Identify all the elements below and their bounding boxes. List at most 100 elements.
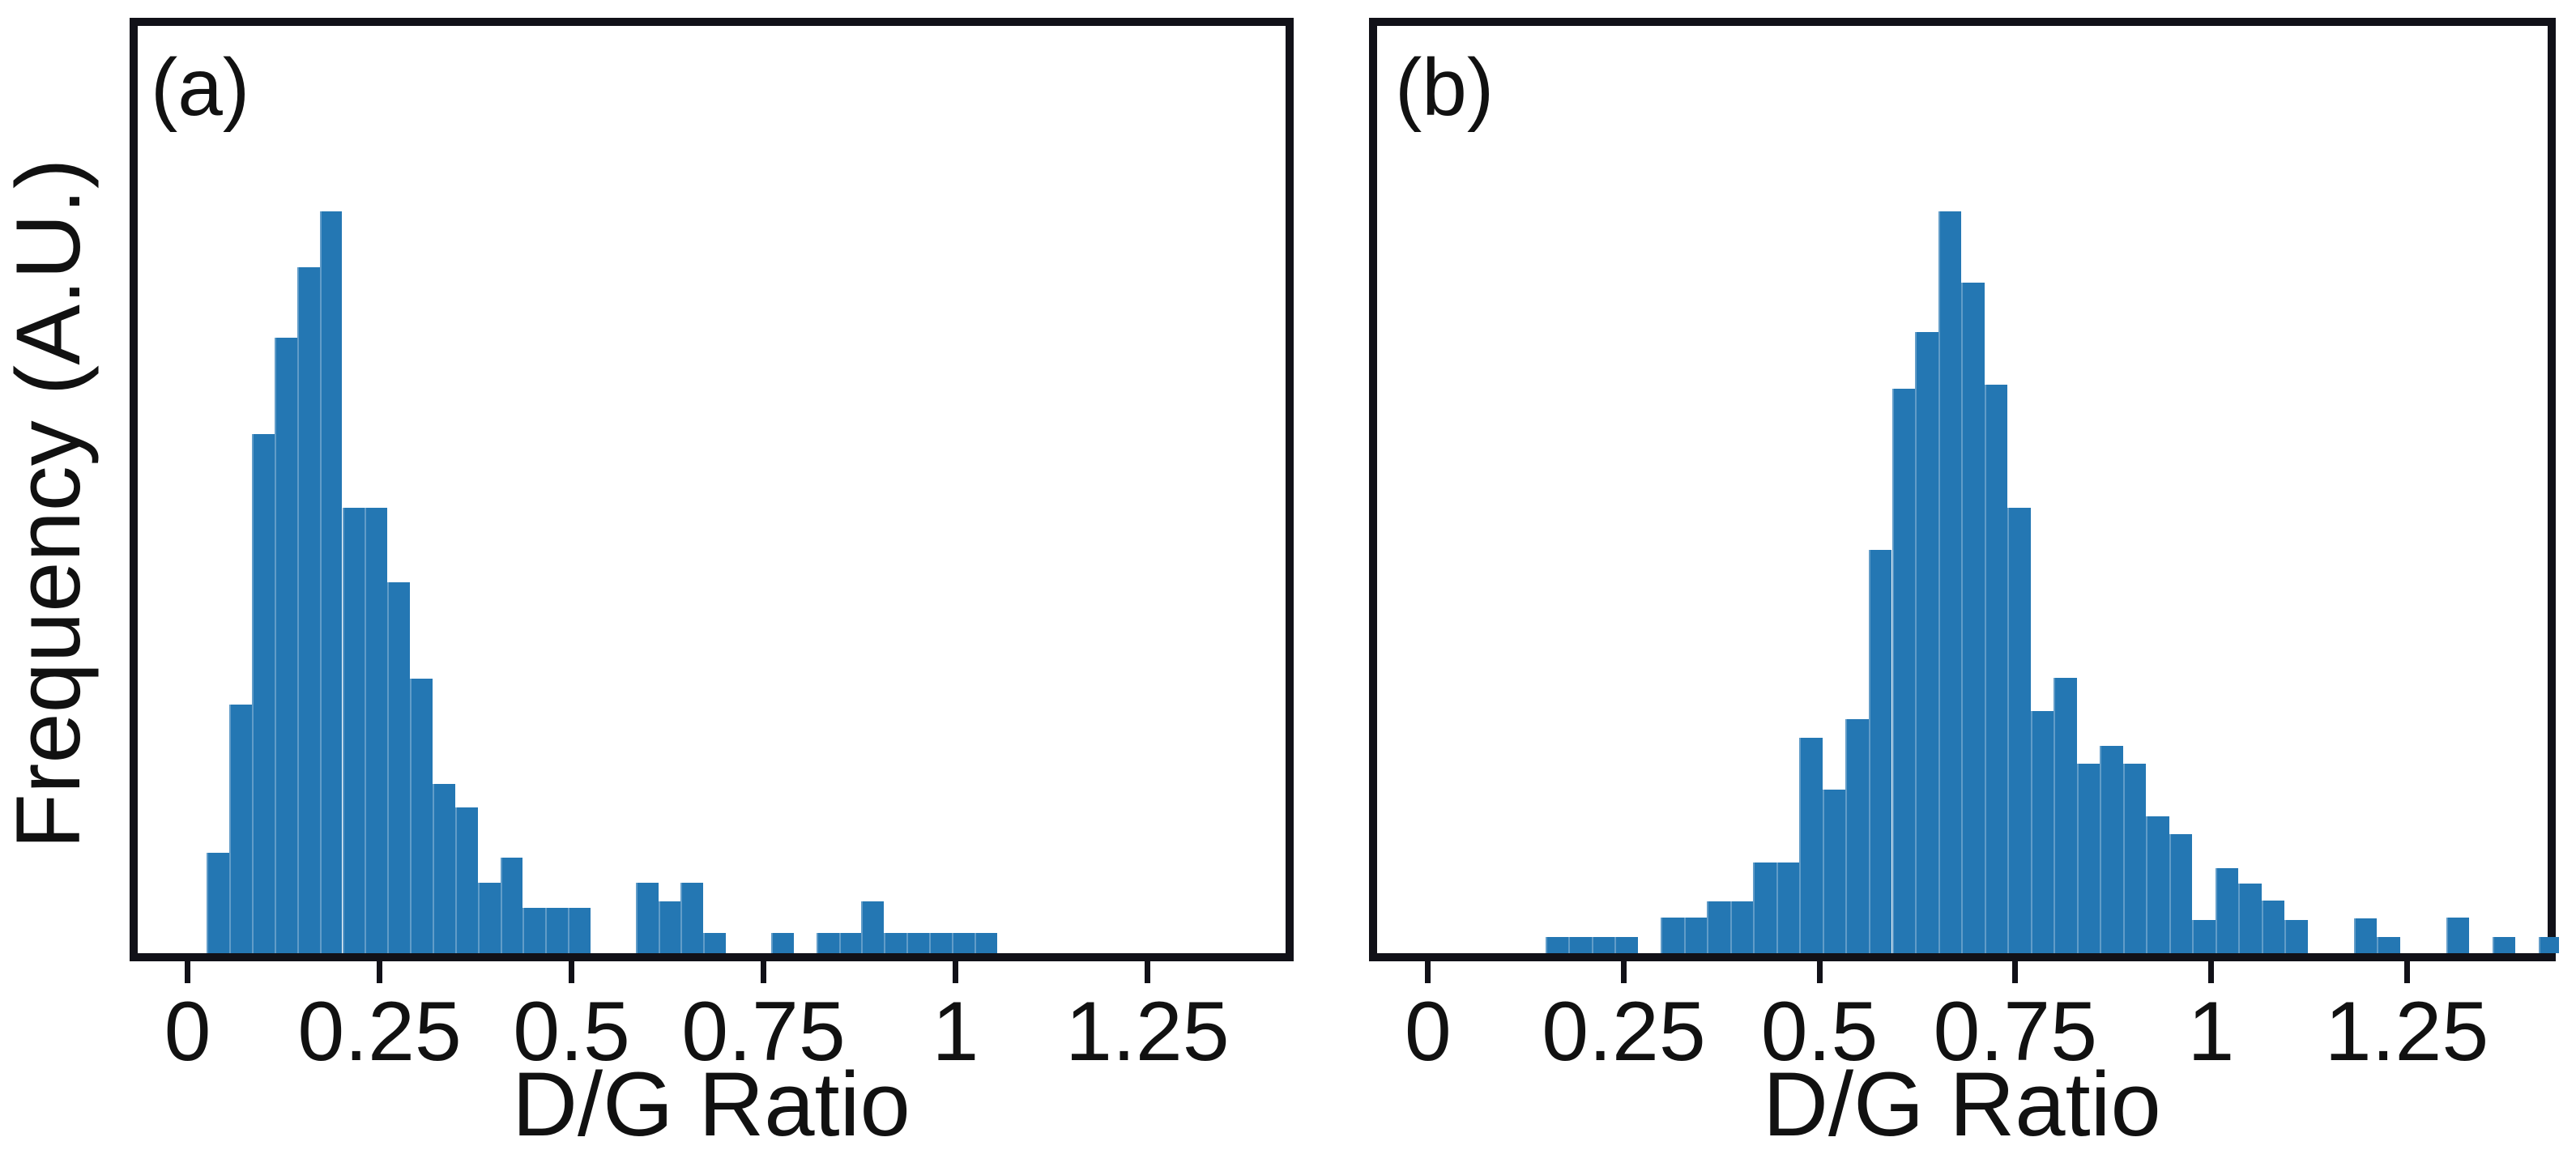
histogram-bar [884,933,907,953]
x-tick-label: 0.5 [1760,985,1879,1079]
histogram-bar [2146,816,2169,953]
x-tick-label: 0 [1404,985,1452,1079]
histogram-bar [522,908,546,953]
histogram-bar [2492,936,2516,953]
histogram-bar [2007,508,2031,953]
panel-b-bars [1377,26,2560,953]
histogram-bar [1984,385,2008,953]
histogram-bar [1822,790,1846,953]
panel-a-bars [138,26,1286,953]
panel-b-label: (b) [1395,42,1495,133]
histogram-bar [929,933,952,953]
histogram-bar [568,908,591,953]
histogram-bar [816,933,839,953]
x-tick-label: 0.25 [1542,985,1706,1079]
histogram-bar [1915,332,1938,953]
histogram-bar [2377,936,2400,953]
histogram-bar [2261,900,2285,953]
histogram-bar [274,337,297,953]
histogram-bar [2169,833,2193,953]
histogram-bar [974,933,997,953]
x-tick-label: 1 [2187,985,2235,1079]
panel-a-plot-area [130,18,1294,961]
x-tick-label: 0.5 [513,985,630,1079]
histogram-bar [1591,936,1615,953]
histogram-bar [2030,711,2054,953]
histogram-bar [1683,918,1708,953]
x-tick-mark [2403,961,2410,983]
panel-b-x-axis-label: D/G Ratio [1763,1054,2161,1150]
histogram-bar [1961,282,1985,953]
x-tick-mark [1620,961,1627,983]
histogram-bar [545,908,569,953]
histogram-bar [410,679,433,953]
panel-a-x-axis-label: D/G Ratio [512,1054,911,1150]
histogram-bar [252,433,275,953]
histogram-bar [2122,764,2147,953]
histogram-bar [906,933,929,953]
x-tick-label: 0.75 [1933,985,2097,1079]
x-tick-label: 0.75 [681,985,846,1079]
histogram-bar [477,882,501,953]
histogram-bar [1868,549,1892,953]
x-tick-label: 1.25 [1065,985,1230,1079]
histogram-bar [2192,919,2216,953]
histogram-bar [1776,862,1800,953]
histogram-bar [365,508,388,953]
x-tick-mark [377,961,383,983]
x-tick-label: 0.25 [297,985,462,1079]
x-tick-mark [2207,961,2214,983]
panel-a-label: (a) [151,42,250,133]
x-tick-label: 0 [164,985,211,1079]
histogram-bar [703,933,727,953]
histogram-bar [1729,901,1754,953]
x-tick-label: 1.25 [2324,985,2489,1079]
histogram-bar [1661,918,1684,953]
histogram-bar [387,582,411,953]
histogram-bar [1891,388,1915,953]
x-tick-mark [1816,961,1823,983]
histogram-bar [1799,738,1823,953]
histogram-bar [454,807,478,953]
x-tick-mark [1144,961,1150,983]
histogram-bar [2215,867,2239,953]
histogram-bar [2446,918,2470,953]
histogram-bar [229,705,253,953]
x-tick-mark [1425,961,1431,983]
histogram-bar [861,901,885,953]
histogram-bar [1614,936,1638,953]
histogram-bar [1707,901,1730,953]
histogram-bar [2238,883,2262,953]
histogram-bar [342,508,365,953]
histogram-bar [770,933,794,953]
histogram-bar [2284,919,2308,953]
histogram-bar [2538,936,2560,953]
panel-b-plot-area [1369,18,2560,961]
histogram-bar [207,853,230,953]
histogram-bar [2054,678,2077,953]
x-tick-mark [185,961,191,983]
histogram-bar [1938,211,1962,953]
histogram-bar [838,933,862,953]
histogram-bar [1545,936,1569,953]
histogram-bar [2100,746,2123,953]
histogram-bar [635,882,659,953]
histogram-bar [658,901,681,953]
histogram-bar [1568,936,1592,953]
histogram-bar [951,933,975,953]
histogram-bar [296,266,320,953]
histogram-bar [1845,718,1869,953]
x-tick-mark [569,961,575,983]
histogram-bar [680,882,704,953]
x-tick-mark [952,961,958,983]
histogram-bar [1753,862,1776,953]
x-tick-mark [760,961,766,983]
histogram-bar [2076,764,2100,953]
histogram-bar [432,784,455,953]
histogram-bar [2353,918,2378,953]
x-tick-mark [2012,961,2019,983]
histogram-bar [500,857,523,953]
histogram-bar [319,211,343,953]
y-axis-label: Frequency (A.U.) [0,158,99,850]
